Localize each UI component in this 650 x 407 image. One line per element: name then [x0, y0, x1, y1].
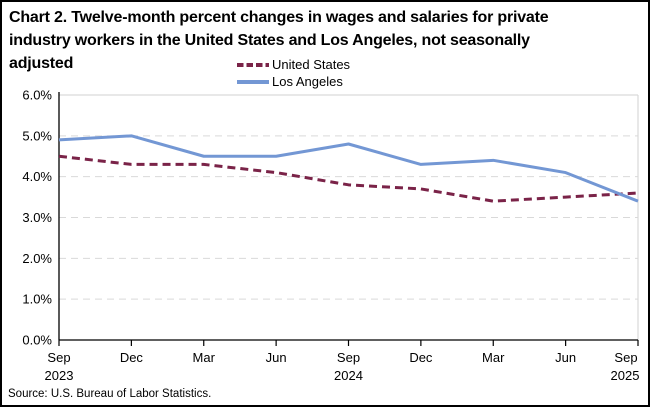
los-angeles-line-swatch-icon — [237, 80, 269, 84]
series-line-los-angeles — [58, 134, 639, 203]
x-axis-month-label: Jun — [266, 350, 287, 365]
united-states-line-swatch-icon — [237, 63, 269, 67]
y-axis-label: 3.0% — [22, 210, 52, 225]
y-axis-label: 6.0% — [22, 88, 52, 103]
x-axis-month-label: Sep — [614, 350, 637, 365]
series-line-united-states — [58, 154, 639, 203]
chart-legend: United States Los Angeles — [237, 58, 350, 89]
source-note: Source: U.S. Bureau of Labor Statistics. — [8, 388, 212, 400]
legend-label-los-angeles: Los Angeles — [272, 74, 343, 89]
x-axis-month-label: Dec — [409, 350, 433, 365]
y-axis-label: 5.0% — [22, 128, 52, 143]
legend-label-united-states: United States — [272, 57, 351, 72]
y-axis-label: 4.0% — [22, 169, 52, 184]
y-axis-label: 1.0% — [22, 292, 52, 307]
x-axis-month-label: Mar — [193, 350, 216, 365]
x-axis-year-label: 2024 — [334, 368, 363, 383]
legend-item-united-states: United States — [237, 58, 350, 72]
chart-title-line-1: Chart 2. Twelve-month percent changes in… — [9, 9, 549, 26]
chart-title: Chart 2. Twelve-month percent changes in… — [9, 6, 639, 75]
x-axis-year-label: 2023 — [45, 368, 74, 383]
x-axis-month-label: Sep — [47, 350, 70, 365]
y-axis-label: 0.0% — [22, 333, 52, 348]
x-axis-year-label: 2025 — [611, 368, 640, 383]
chart-title-line-2: industry workers in the United States an… — [9, 32, 530, 49]
chart-title-line-3: adjusted — [9, 55, 74, 72]
y-axis-label: 2.0% — [22, 251, 52, 266]
x-axis-month-label: Mar — [482, 350, 505, 365]
legend-item-los-angeles: Los Angeles — [237, 75, 350, 89]
x-axis-month-label: Dec — [120, 350, 144, 365]
x-axis-month-label: Sep — [337, 350, 360, 365]
x-axis-month-label: Jun — [555, 350, 576, 365]
